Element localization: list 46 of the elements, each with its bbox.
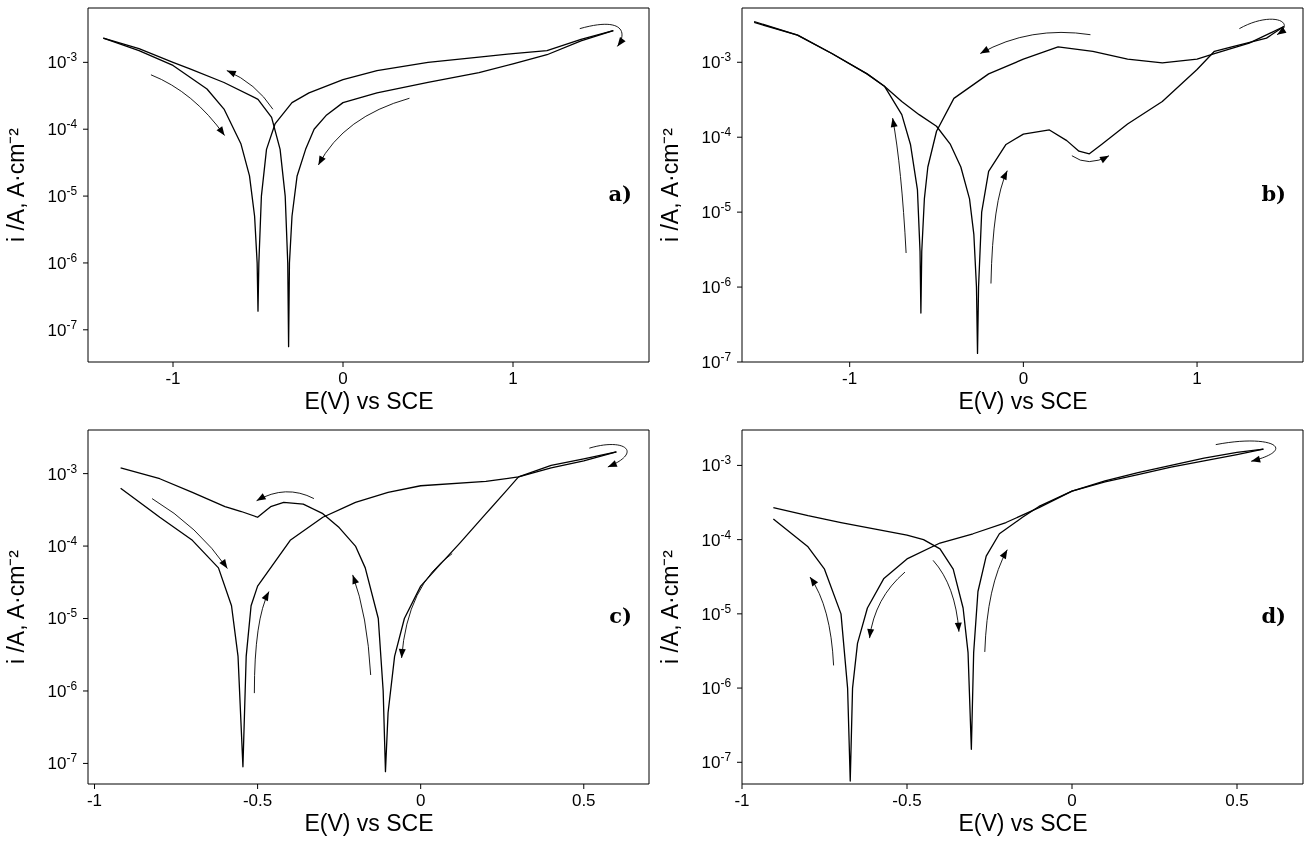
x-axis-title: E(V) vs SCE (957, 810, 1089, 837)
x-tick-label: -0.5 (242, 791, 273, 811)
y-tick-label: 10$^{-5}$ (47, 606, 78, 629)
x-tick-label: 0 (1067, 791, 1077, 811)
x-axis-title: E(V) vs SCE (303, 810, 435, 837)
y-tick-label: 10$^{-6}$ (47, 250, 78, 273)
y-tick-label: 10$^{-3}$ (701, 50, 732, 73)
x-tick-label: 0 (1018, 369, 1029, 389)
x-tick-label: -1 (86, 791, 103, 811)
y-tick-label: 10$^{-6}$ (701, 275, 732, 298)
x-tick-label: 0 (338, 369, 348, 389)
y-axis-title: i /A, A·cm⁻² (656, 548, 684, 666)
y-tick-label: 10$^{-4}$ (47, 534, 78, 557)
x-tick-label: -1 (734, 791, 750, 811)
y-tick-label: 10$^{-4}$ (701, 527, 732, 550)
x-axis-title: E(V) vs SCE (957, 388, 1089, 415)
y-tick-label: 10$^{-4}$ (47, 117, 78, 140)
x-tick-label: -1 (165, 369, 181, 389)
annotation: b) (1261, 181, 1286, 207)
y-axis-title: i /A, A·cm⁻² (2, 548, 30, 666)
x-tick-label: -0.5 (892, 791, 922, 811)
y-tick-label: 10$^{-7}$ (47, 751, 78, 774)
x-tick-label: 1 (508, 369, 518, 389)
x-tick-label: -1 (842, 369, 858, 389)
y-axis-title: i /A, A·cm⁻² (2, 126, 30, 244)
annotation: a) (608, 181, 632, 207)
y-tick-label: 10$^{-6}$ (701, 676, 732, 699)
y-tick-label: 10$^{-3}$ (47, 461, 78, 484)
x-axis-title: E(V) vs SCE (303, 388, 435, 415)
x-tick-label: 1 (1192, 369, 1202, 389)
annotation: c) (609, 603, 632, 629)
y-tick-label: 10$^{-5}$ (701, 601, 732, 624)
x-tick-label: 0.5 (571, 791, 596, 811)
y-tick-label: 10$^{-5}$ (701, 200, 732, 223)
y-axis-title: i /A, A·cm⁻² (656, 126, 684, 244)
annotation: d) (1261, 603, 1286, 629)
y-tick-label: 10$^{-7}$ (701, 349, 732, 372)
y-tick-label: 10$^{-7}$ (47, 317, 78, 340)
x-tick-label: 0 (415, 791, 426, 811)
y-tick-label: 10$^{-7}$ (701, 750, 732, 773)
y-tick-label: 10$^{-5}$ (47, 184, 78, 207)
y-tick-label: 10$^{-6}$ (47, 678, 78, 701)
y-tick-label: 10$^{-4}$ (701, 125, 732, 148)
y-tick-label: 10$^{-3}$ (701, 453, 732, 476)
x-tick-label: 0.5 (1225, 791, 1249, 811)
y-tick-label: 10$^{-3}$ (47, 50, 78, 73)
